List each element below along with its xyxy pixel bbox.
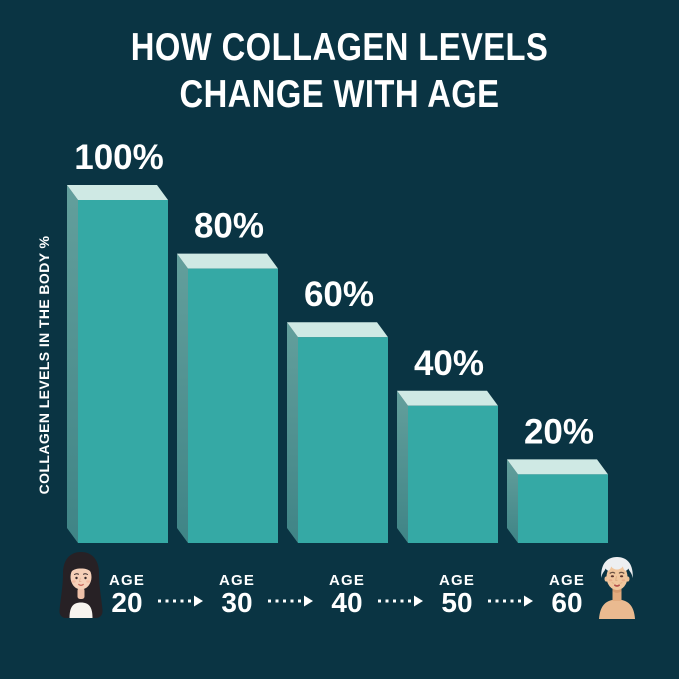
age-word: AGE xyxy=(329,572,365,589)
bar-side-face xyxy=(177,253,188,543)
bar-side-face xyxy=(397,390,408,543)
bar-side-face xyxy=(507,459,518,543)
bar-side-face xyxy=(67,185,78,543)
bar-group: 40% xyxy=(397,344,498,543)
dashed-arrow-icon xyxy=(378,595,423,607)
arrow-head xyxy=(524,595,533,607)
dashed-arrow-icon xyxy=(268,595,313,607)
bar-group: 60% xyxy=(287,275,388,543)
bar-top-face xyxy=(287,322,388,338)
young-woman-icon xyxy=(59,552,103,618)
bar-value-label: 60% xyxy=(304,275,374,314)
age-number: 20 xyxy=(111,587,142,618)
title-line-1: HOW COLLAGEN LEVELS xyxy=(130,26,549,69)
age-number: 60 xyxy=(551,587,582,618)
bar-group: 20% xyxy=(507,412,608,543)
age-number: 30 xyxy=(221,587,252,618)
age-word: AGE xyxy=(549,572,585,589)
age-number: 40 xyxy=(331,587,362,618)
bar-front-face xyxy=(408,405,498,543)
bar-side-face xyxy=(287,322,298,543)
bar-top-face xyxy=(67,185,168,200)
dashed-arrow-icon xyxy=(158,595,203,607)
bar-front-face xyxy=(518,474,608,543)
arrow-head xyxy=(414,595,423,607)
bar-top-face xyxy=(507,459,608,475)
age-word: AGE xyxy=(219,572,255,589)
dashed-arrow-icon xyxy=(488,595,533,607)
arrow-head xyxy=(194,595,203,607)
bar-value-label: 20% xyxy=(524,412,594,451)
bar-group: 100% xyxy=(67,138,168,543)
bar-top-face xyxy=(177,253,278,269)
bar-value-label: 100% xyxy=(74,138,164,177)
arrow-head xyxy=(304,595,313,607)
bar-top-face xyxy=(397,390,498,406)
age-word: AGE xyxy=(109,572,145,589)
bar-value-label: 40% xyxy=(414,344,484,383)
bar-front-face xyxy=(78,200,168,543)
age-number: 50 xyxy=(441,587,472,618)
age-word: AGE xyxy=(439,572,475,589)
bar-front-face xyxy=(188,268,278,543)
bar-value-label: 80% xyxy=(194,207,264,246)
page-title: HOW COLLAGEN LEVELS CHANGE WITH AGE xyxy=(54,24,624,118)
bar-front-face xyxy=(298,337,388,543)
title-line-2: CHANGE WITH AGE xyxy=(179,73,500,116)
bar-group: 80% xyxy=(177,207,278,543)
older-woman-icon xyxy=(599,557,635,619)
